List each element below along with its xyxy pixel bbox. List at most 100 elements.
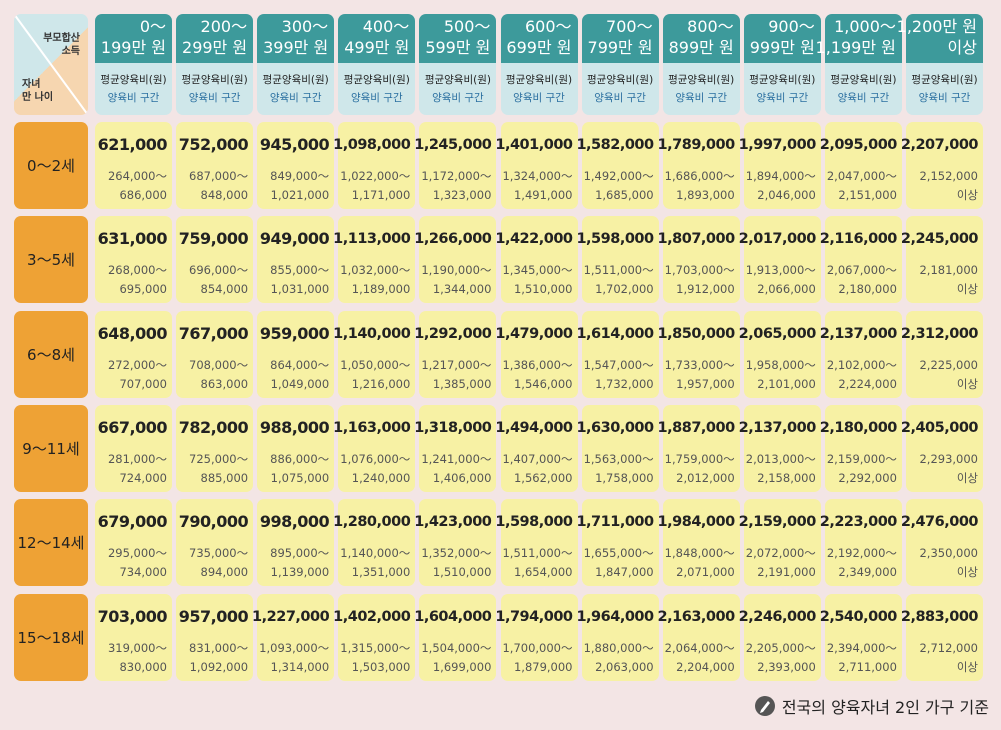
column-subheader: 평균양육비(원) 양육비 구간 [257,63,335,115]
column-sub: 양육비 구간 [513,92,565,104]
cost-range: 886,000～ [270,451,330,466]
cost-range: 1,323,000 [432,188,492,202]
average-cost: 1,711,000 [576,514,654,531]
table-cell: 1,318,000 1,241,000～ 1,406,000 [414,404,497,492]
average-cost: 1,794,000 [495,608,573,625]
cost-range: 1,733,000～ [664,357,735,372]
column-title: 299만 원 [182,38,248,57]
cost-range: 2,159,000～ [826,451,897,466]
column-title: 1,000～ [834,17,896,36]
cost-range: 2,012,000 [676,470,735,485]
column-header: 900～ 999만 원 [743,14,821,63]
average-cost: 1,292,000 [414,325,492,342]
cost-range: 1,880,000～ [583,640,654,655]
average-cost: 1,423,000 [414,514,492,531]
cost-range: 1,655,000～ [583,546,654,561]
cost-range: 2,158,000 [757,470,816,485]
cost-range: 이상 [956,282,978,297]
table-cell: 648,000 272,000～ 707,000 [95,310,172,398]
column-title: 700～ [606,17,653,36]
cost-range: 1,758,000 [595,470,654,485]
cost-range: 831,000～ [189,640,249,655]
average-cost: 1,582,000 [576,137,654,153]
column-sub: 평균양육비(원) [100,74,167,86]
table-cell: 1,598,000 1,511,000～ 1,654,000 [495,499,578,587]
column-title: 200～ [200,17,248,36]
table-cell: 1,711,000 1,655,000～ 1,847,000 [576,499,659,587]
average-cost: 949,000 [259,229,330,249]
average-cost: 1,163,000 [333,419,411,436]
average-cost: 703,000 [97,606,168,626]
cost-range: 2,063,000 [595,659,654,674]
footer: 전국의 양육자녀 2인 가구 기준 [754,694,989,718]
column-sub: 평균양육비(원) [505,74,573,86]
average-cost: 2,116,000 [819,231,898,248]
table-cell: 959,000 864,000～ 1,049,000 [257,310,335,398]
cost-range: 1,406,000 [432,470,492,485]
cost-range: 이상 [956,659,978,674]
average-cost: 1,098,000 [333,137,411,153]
cost-range: 735,000～ [189,546,249,561]
cost-range: 2,013,000～ [745,451,816,466]
column-subheader: 평균양육비(원) 양육비 구간 [500,63,578,115]
table-cell: 949,000 855,000～ 1,031,000 [257,216,335,304]
column-sub: 양육비 구간 [837,92,890,104]
average-cost: 790,000 [178,512,249,532]
average-cost: 1,604,000 [414,608,492,625]
table-cell: 759,000 696,000～ 854,000 [176,216,254,304]
average-cost: 2,137,000 [819,325,898,342]
average-cost: 1,964,000 [576,608,654,625]
average-cost: 1,997,000 [738,137,817,153]
average-cost: 752,000 [178,135,249,154]
column-header: 1,000～ 1,199만 원 [816,14,902,63]
column-sub: 양육비 구간 [350,92,403,104]
cost-range: 707,000 [119,376,167,391]
cost-range: 1,190,000～ [421,263,492,278]
column-sub: 양육비 구간 [188,92,241,104]
average-cost: 1,266,000 [414,231,492,248]
cost-range: 2,712,000 [919,640,978,655]
cost-range: 2,350,000 [919,546,978,561]
table-cell: 2,180,000 2,159,000～ 2,292,000 [820,404,902,492]
cost-range: 1,759,000～ [664,451,735,466]
cost-range: 1,503,000 [351,659,411,674]
column-subheader: 평균양육비(원) 양육비 구간 [906,63,983,115]
table-cell: 988,000 886,000～ 1,075,000 [257,404,335,492]
average-cost: 667,000 [97,417,168,437]
cost-range: 2,205,000～ [745,640,816,655]
cost-range: 1,685,000 [595,188,654,202]
cost-range: 2,067,000～ [826,263,897,278]
average-cost: 2,245,000 [900,231,979,248]
table-cell: 2,405,000 2,293,000 이상 [901,404,983,492]
average-cost: 1,598,000 [576,231,654,248]
cost-range: 708,000～ [189,357,249,372]
column-subheader: 평균양육비(원) 양육비 구간 [581,63,659,115]
table-cell: 790,000 735,000～ 894,000 [176,499,254,587]
column-header: 500～ 599만 원 [419,14,497,63]
column-sub: 평균양육비(원) [181,74,248,86]
cost-range: 885,000 [200,470,249,485]
average-cost: 1,140,000 [333,325,411,342]
table-cell: 1,140,000 1,050,000～ 1,216,000 [333,310,416,398]
corner-top: 부모합산 [43,33,80,44]
cost-range: 724,000 [119,470,167,485]
column-header: 700～ 799만 원 [581,14,659,63]
average-cost: 1,850,000 [657,325,736,342]
average-cost: 2,180,000 [819,419,898,436]
cost-range: 2,064,000～ [664,640,735,655]
cost-range: 854,000 [200,282,249,297]
table-cell: 1,402,000 1,315,000～ 1,503,000 [333,593,416,681]
average-cost: 957,000 [178,606,249,626]
table-cell: 945,000 849,000～ 1,021,000 [257,122,335,209]
cost-range: 2,711,000 [838,659,897,674]
cost-range: 319,000～ [107,640,167,655]
cost-range: 1,700,000～ [502,640,573,655]
average-cost: 2,405,000 [900,419,979,436]
cost-range: 1,032,000～ [340,263,411,278]
cost-range: 2,152,000 [919,169,978,183]
cost-range: 1,314,000 [270,659,330,674]
cost-range: 1,407,000～ [502,451,573,466]
cost-range: 1,241,000～ [421,451,492,466]
cost-range: 2,071,000 [676,565,735,580]
cost-range: 1,031,000 [270,282,330,297]
